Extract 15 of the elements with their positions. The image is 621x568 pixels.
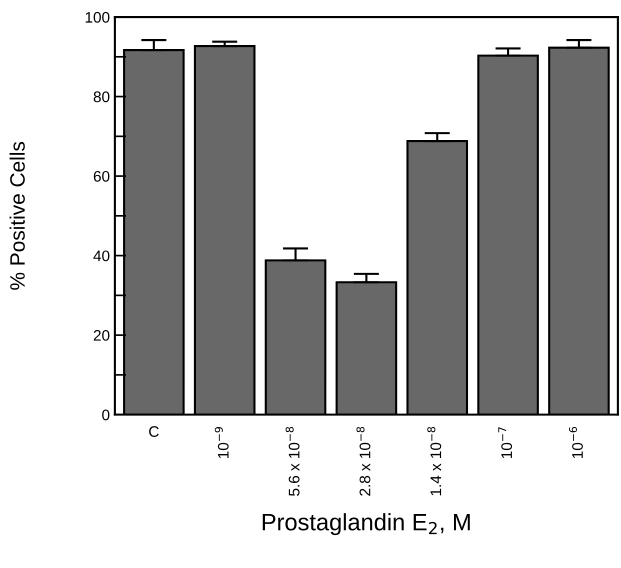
x-tick-label: 10$^{−6}$	[568, 426, 583, 458]
y-axis-title: % Positive Cells	[10, 142, 25, 290]
x-tick-label: 1.4 x 10$^{−8}$	[427, 426, 442, 496]
x-tick-label: 10$^{−9}$	[214, 427, 229, 458]
y-tick-label: 0	[102, 410, 110, 420]
x-tick-label: 2.8 x 10$^{−8}$	[356, 426, 370, 496]
y-tick-label: 80	[94, 91, 110, 102]
y-tick-label: 60	[94, 170, 110, 182]
y-tick-label: 100	[86, 12, 110, 23]
x-tick-label: 10$^{−7}$	[498, 427, 512, 458]
y-tick-label: 40	[93, 250, 110, 262]
y-tick-label: 20	[94, 330, 110, 341]
x-tick-label: C	[149, 426, 159, 437]
x-axis-title: Prostaglandin E$_{2}$, M	[262, 513, 470, 536]
x-tick-label: 5.6 x 10$^{−8}$	[286, 426, 300, 496]
